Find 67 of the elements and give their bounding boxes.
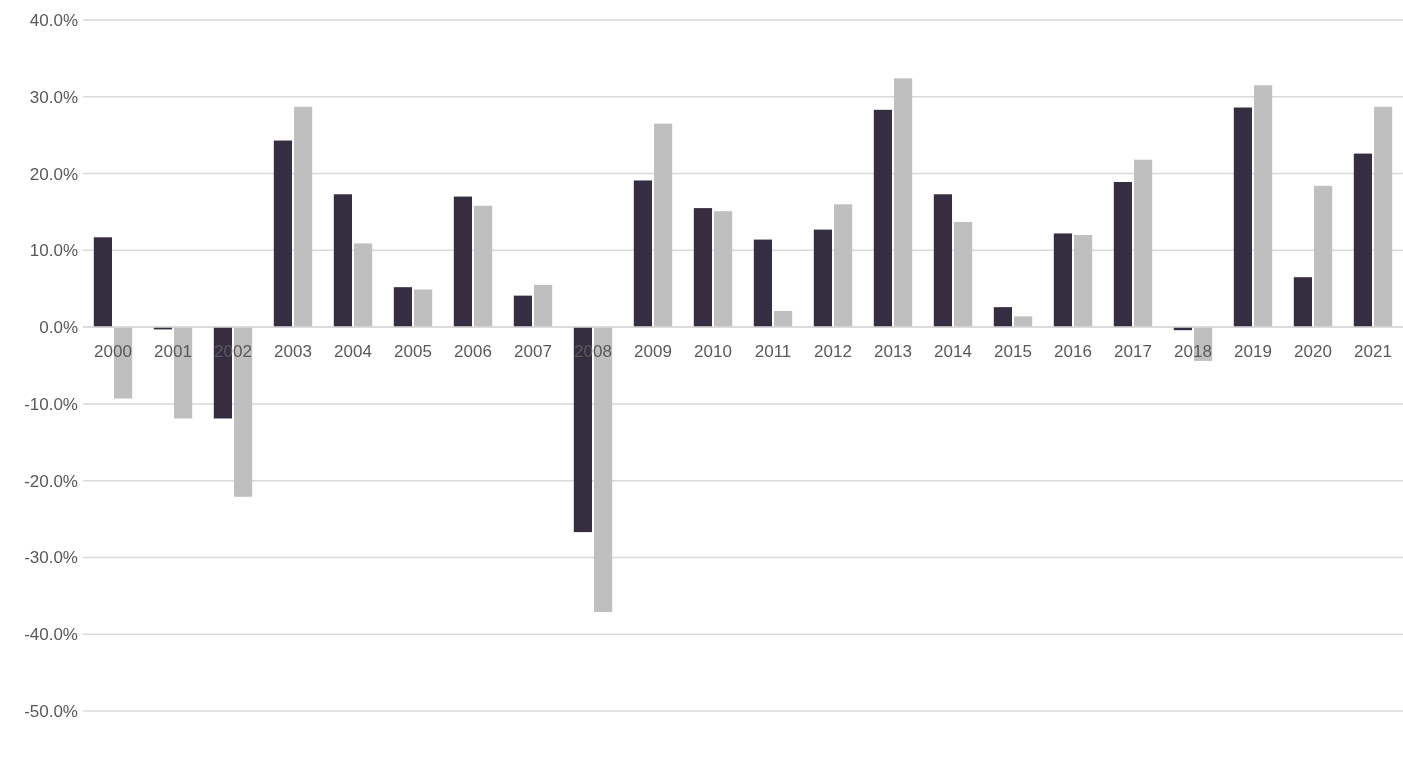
bar [333, 194, 352, 328]
x-tick-label: 2019 [1234, 342, 1272, 362]
x-tick-label: 2002 [214, 342, 252, 362]
y-tick-label: 0.0% [39, 318, 78, 338]
x-tick-label: 2003 [274, 342, 312, 362]
bar [1134, 159, 1153, 328]
bar [1293, 277, 1312, 328]
bar [1314, 185, 1333, 328]
y-tick-label: -30.0% [24, 548, 78, 568]
bar [873, 109, 892, 328]
bar [1254, 85, 1273, 328]
x-tick-label: 2000 [94, 342, 132, 362]
bar [633, 180, 652, 328]
x-tick-label: 2015 [994, 342, 1032, 362]
y-tick-label: 30.0% [29, 87, 78, 107]
bar [693, 208, 712, 328]
bar [894, 78, 913, 328]
bar [993, 307, 1012, 328]
bar [513, 295, 532, 328]
x-tick-label: 2014 [934, 342, 972, 362]
bar [933, 194, 952, 328]
bar [834, 204, 853, 328]
x-tick-label: 2009 [634, 342, 672, 362]
bar [1353, 153, 1372, 328]
x-tick-label: 2021 [1354, 342, 1392, 362]
y-tick-label: 20.0% [29, 164, 78, 184]
x-tick-label: 2005 [394, 342, 432, 362]
y-tick-label: -40.0% [24, 625, 78, 645]
bar [93, 237, 112, 328]
bar [1113, 182, 1132, 328]
x-tick-label: 2011 [754, 342, 792, 362]
y-tick-label: 40.0% [29, 10, 78, 30]
x-tick-label: 2001 [154, 342, 192, 362]
bar [954, 221, 973, 328]
x-tick-label: 2006 [454, 342, 492, 362]
y-tick-label: -20.0% [24, 471, 78, 491]
bar [273, 140, 292, 328]
y-tick-label: -10.0% [24, 394, 78, 414]
x-tick-label: 2013 [874, 342, 912, 362]
x-tick-label: 2010 [694, 342, 732, 362]
bar [453, 196, 472, 328]
bar [1053, 233, 1072, 328]
bar [294, 106, 313, 328]
bar [393, 287, 412, 328]
bar [534, 284, 553, 328]
bar [654, 123, 673, 328]
y-tick-label: -50.0% [24, 701, 78, 721]
x-tick-label: 2018 [1174, 342, 1212, 362]
bar [414, 289, 433, 328]
bar [813, 229, 832, 328]
bar [1233, 107, 1252, 328]
x-tick-label: 2008 [574, 342, 612, 362]
x-tick-label: 2004 [334, 342, 372, 362]
x-tick-label: 2016 [1054, 342, 1092, 362]
bar [714, 211, 733, 328]
x-tick-label: 2017 [1114, 342, 1152, 362]
bar [753, 239, 772, 328]
bar [774, 310, 793, 328]
x-tick-label: 2012 [814, 342, 852, 362]
x-tick-label: 2007 [514, 342, 552, 362]
y-tick-label: 10.0% [29, 241, 78, 261]
bar [474, 205, 493, 328]
bar [1074, 234, 1093, 328]
bar [1014, 316, 1033, 328]
bar [1374, 106, 1393, 328]
x-tick-label: 2020 [1294, 342, 1332, 362]
bar [354, 243, 373, 328]
